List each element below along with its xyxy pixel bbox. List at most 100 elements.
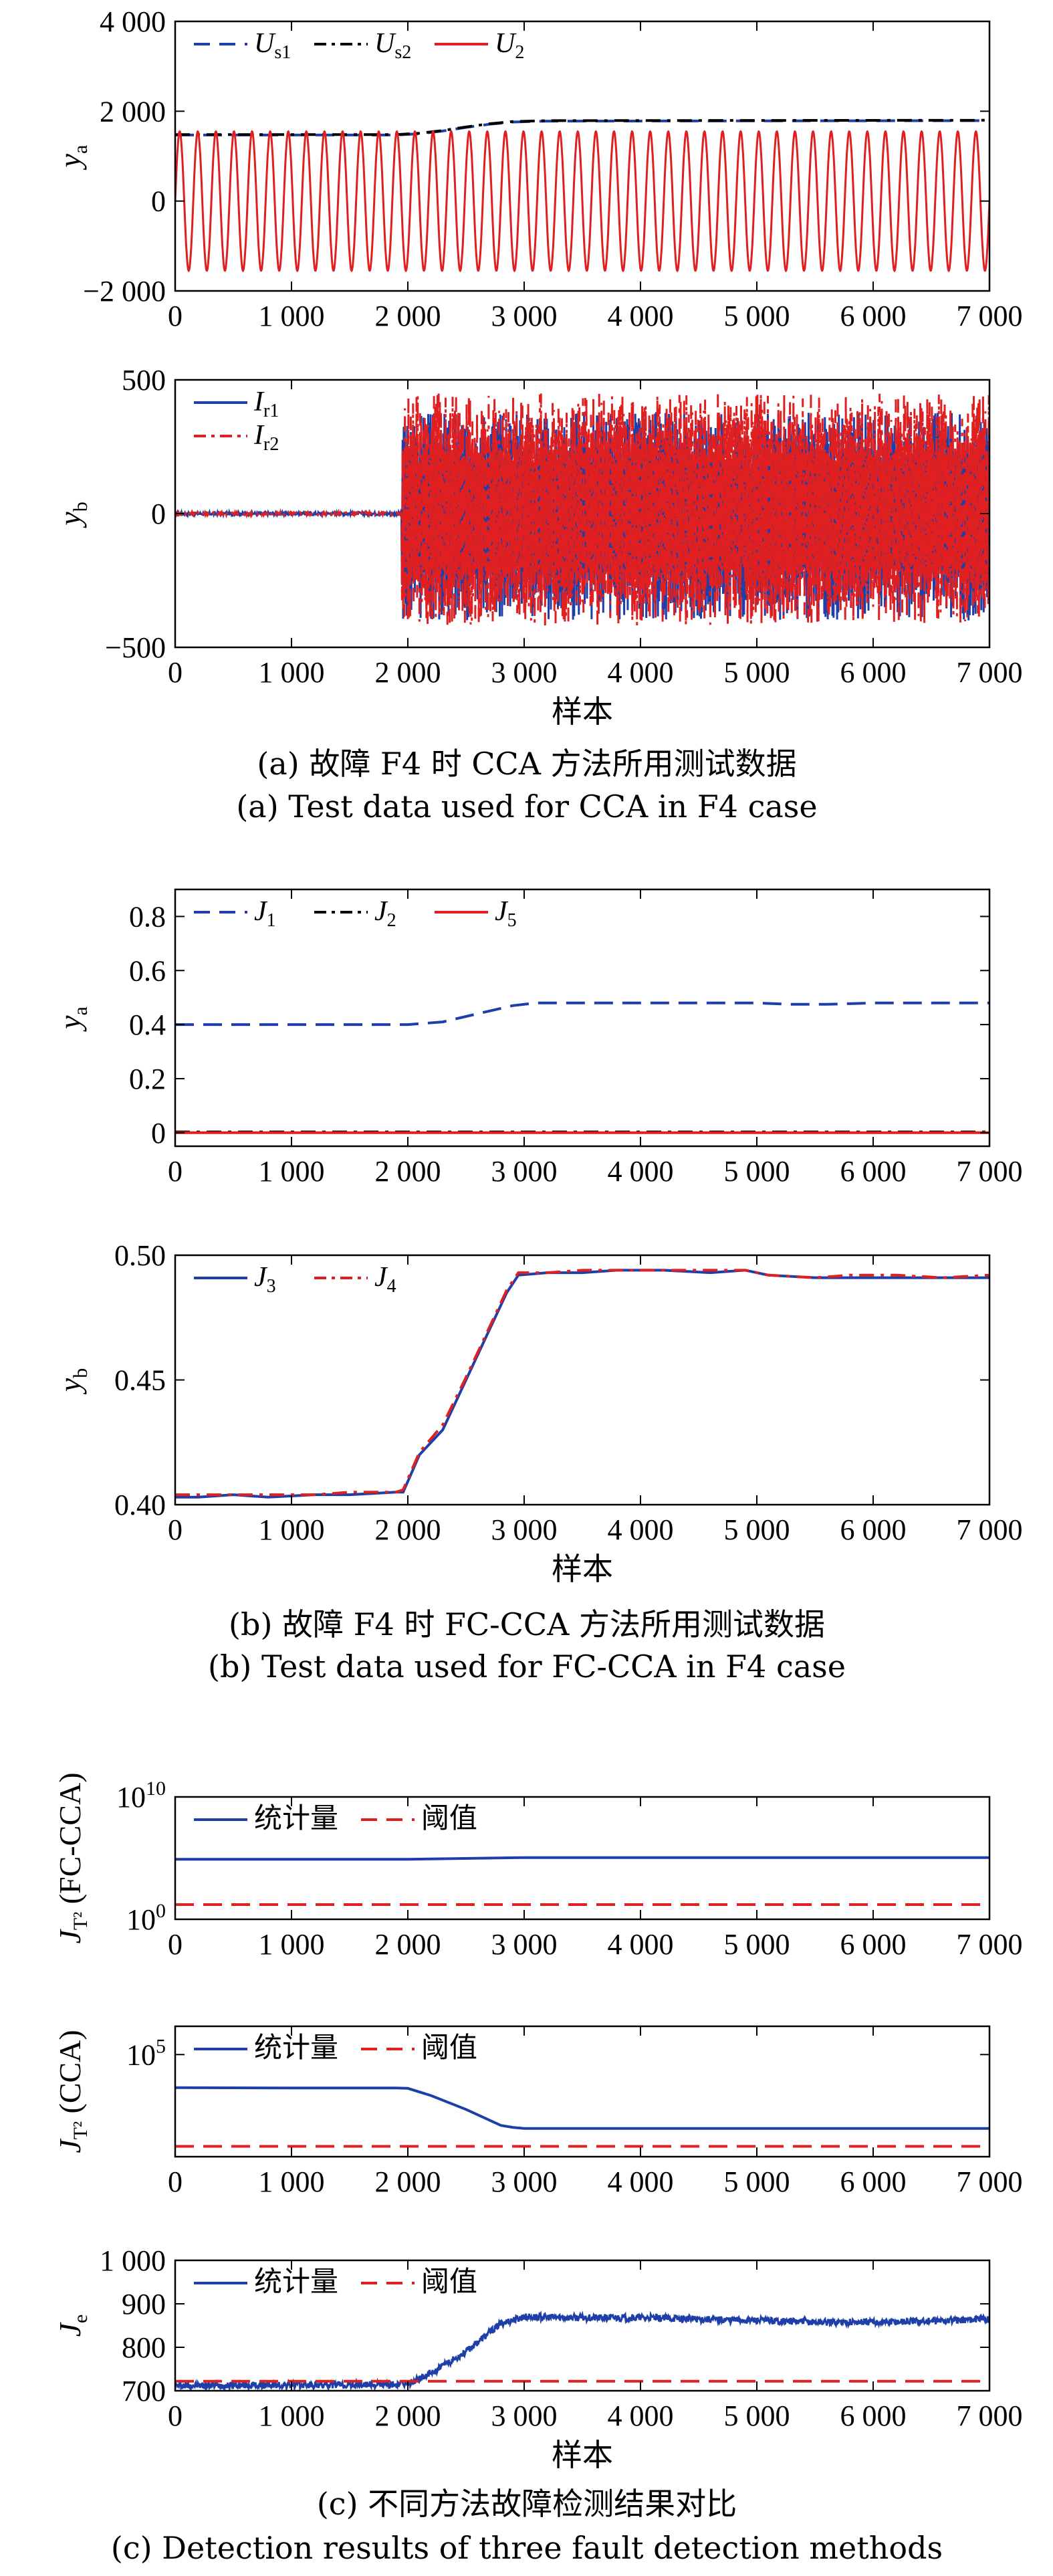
chart-c2: 0 1 000 2 000 3 000 4 000 5 000 6 000 7 000 105 J… <box>53 2025 1023 2198</box>
legend-entry-b1-1: J2 <box>314 896 396 931</box>
legend-entry-a1-0: Us1 <box>194 28 291 63</box>
x-axis-label-b2: 样本 <box>552 1551 613 1587</box>
x-tick-label-c1-0: 0 <box>168 1928 183 1961</box>
legend-label-b1-2: J5 <box>495 896 517 931</box>
x-tick-label-c2-6: 6 000 <box>840 2165 907 2198</box>
y-tick-label-b2-0: 0.40 <box>114 1489 166 1521</box>
x-tick-label-a2-6: 6 000 <box>840 656 907 689</box>
plot-area-c3 <box>175 2310 989 2391</box>
plot-area-c1 <box>175 1856 989 1906</box>
legend-entry-b1-0: J1 <box>194 896 276 931</box>
x-tick-label-c3-2: 2 000 <box>375 2399 441 2432</box>
legend-entry-c3-0: 统计量 <box>194 2267 338 2298</box>
x-tick-label-b1-4: 4 000 <box>608 1155 674 1188</box>
chart-a2: 0 1 000 2 000 3 000 4 000 5 000 6 000 7 000 −500… <box>53 364 1023 730</box>
x-tick-label-b1-6: 6 000 <box>840 1155 907 1188</box>
axes-frame-c1 <box>174 1796 991 1921</box>
chart-b1: 0 1 000 2 000 3 000 4 000 5 000 6 000 7 000 0 0.2… <box>53 888 1023 1188</box>
axes-frame-c3 <box>174 2259 991 2392</box>
x-tick-label-a1-4: 4 000 <box>608 300 674 332</box>
legend-label-a1-2: U2 <box>495 28 524 63</box>
legend-entry-c1-0: 统计量 <box>194 1804 338 1834</box>
axes-frame-a1 <box>174 20 991 292</box>
y-axis-label-c1: JT² (FC-CCA) <box>53 1772 92 1943</box>
y-tick-label-a1-0: −2 000 <box>83 275 166 308</box>
series-b2-3-line <box>175 1269 989 1499</box>
legend-entry-c2-1: 阈值 <box>361 2033 477 2064</box>
x-tick-label-b1-7: 7 000 <box>957 1155 1023 1188</box>
legend-label-c3-0: 统计量 <box>254 2267 338 2298</box>
x-tick-label-c1-4: 4 000 <box>608 1928 674 1961</box>
legend-entry-a2-1: Ir2 <box>194 420 279 455</box>
series-b1-1-line <box>175 1001 989 1027</box>
y-axis-label-a2: yb <box>53 502 92 528</box>
caption-a-zh: (a) 故障 F4 时 CCA 方法所用测试数据 <box>257 746 796 782</box>
series-a1-s2-line <box>175 118 989 136</box>
x-tick-label-c1-7: 7 000 <box>957 1928 1023 1961</box>
y-tick-label-c3-2: 900 <box>122 2288 166 2321</box>
axes-frame-b2 <box>174 1254 991 1506</box>
y-tick-label-a2-1: 0 <box>151 498 166 530</box>
x-tick-label-b1-1: 1 000 <box>259 1155 325 1188</box>
x-tick-label-a2-5: 5 000 <box>724 656 790 689</box>
caption-a-en: (a) Test data used for CCA in F4 case <box>236 788 817 825</box>
legend-label-b2-1: J4 <box>374 1262 396 1297</box>
x-tick-label-c3-6: 6 000 <box>840 2399 907 2432</box>
x-tick-label-c2-3: 3 000 <box>491 2165 558 2198</box>
legend-label-c1-0: 统计量 <box>254 1804 338 1834</box>
caption-c-en: (c) Detection results of three fault det… <box>111 2530 943 2566</box>
chart-c3: 0 1 000 2 000 3 000 4 000 5 000 6 000 7 000 700 8… <box>53 2244 1023 2473</box>
x-tick-label-a1-5: 5 000 <box>724 300 790 332</box>
plots-layer: 0 1 000 2 000 3 000 4 000 5 000 6 000 7 000 −2 0… <box>53 5 1023 2473</box>
y-tick-label-b1-1: 0.2 <box>129 1063 166 1095</box>
x-tick-label-a2-1: 1 000 <box>259 656 325 689</box>
y-tick-label-c1-1: 1010 <box>116 1778 166 1814</box>
series-c3-统计量-line <box>175 2310 989 2391</box>
legend-label-c1-1: 阈值 <box>421 1804 477 1834</box>
legend-entry-b1-2: J5 <box>435 896 517 931</box>
x-tick-label-b1-2: 2 000 <box>375 1155 441 1188</box>
plot-area-a1 <box>175 118 989 273</box>
caption-c-zh: (c) 不同方法故障检测结果对比 <box>317 2486 737 2522</box>
x-tick-label-b2-5: 5 000 <box>724 1513 790 1546</box>
x-tick-label-c3-1: 1 000 <box>259 2399 325 2432</box>
y-tick-label-a1-2: 2 000 <box>100 95 166 128</box>
legend-label-b2-0: J3 <box>254 1262 276 1297</box>
legend-label-a1-0: Us1 <box>254 28 291 63</box>
legend-label-a2-1: Ir2 <box>253 420 279 455</box>
x-axis-label-a2: 样本 <box>552 693 613 730</box>
x-tick-label-a1-0: 0 <box>168 300 183 332</box>
x-tick-label-c2-0: 0 <box>168 2165 183 2198</box>
y-tick-label-b2-2: 0.50 <box>114 1239 166 1272</box>
x-tick-label-a2-0: 0 <box>168 656 183 689</box>
x-tick-label-a2-4: 4 000 <box>608 656 674 689</box>
x-tick-label-b1-5: 5 000 <box>724 1155 790 1188</box>
y-tick-label-a2-0: −500 <box>105 631 166 664</box>
x-tick-label-b2-4: 4 000 <box>608 1513 674 1546</box>
legend-entry-a1-1: Us2 <box>314 28 411 63</box>
x-tick-label-c1-5: 5 000 <box>724 1928 790 1961</box>
chart-a1: 0 1 000 2 000 3 000 4 000 5 000 6 000 7 000 −2 0… <box>53 5 1023 332</box>
chart-b2: 0 1 000 2 000 3 000 4 000 5 000 6 000 7 000 0.40… <box>53 1239 1023 1587</box>
caption-b-zh: (b) 故障 F4 时 FC-CCA 方法所用测试数据 <box>229 1606 825 1642</box>
series-a2-r2-line <box>175 393 989 626</box>
x-tick-label-a1-2: 2 000 <box>375 300 441 332</box>
chart-c1: 0 1 000 2 000 3 000 4 000 5 000 6 000 7 000 100 1… <box>53 1772 1023 1961</box>
y-tick-label-c3-0: 700 <box>122 2375 166 2407</box>
x-tick-label-c3-5: 5 000 <box>724 2399 790 2432</box>
x-tick-label-a1-1: 1 000 <box>259 300 325 332</box>
legend-label-c3-1: 阈值 <box>421 2267 477 2298</box>
x-tick-label-a2-2: 2 000 <box>375 656 441 689</box>
x-tick-label-c3-7: 7 000 <box>957 2399 1023 2432</box>
legend-label-a1-1: Us2 <box>374 28 411 63</box>
legend-entry-a1-2: U2 <box>435 28 524 63</box>
legend-entry-c2-0: 统计量 <box>194 2033 338 2064</box>
x-tick-label-b2-7: 7 000 <box>957 1513 1023 1546</box>
axes-frame-c2 <box>174 2025 991 2158</box>
legend-label-b1-0: J1 <box>254 896 276 931</box>
y-axis-label-b2: yb <box>53 1368 92 1394</box>
y-tick-label-a1-1: 0 <box>151 185 166 218</box>
x-tick-label-a1-3: 3 000 <box>491 300 558 332</box>
y-axis-label-b1: ya <box>53 1006 92 1032</box>
